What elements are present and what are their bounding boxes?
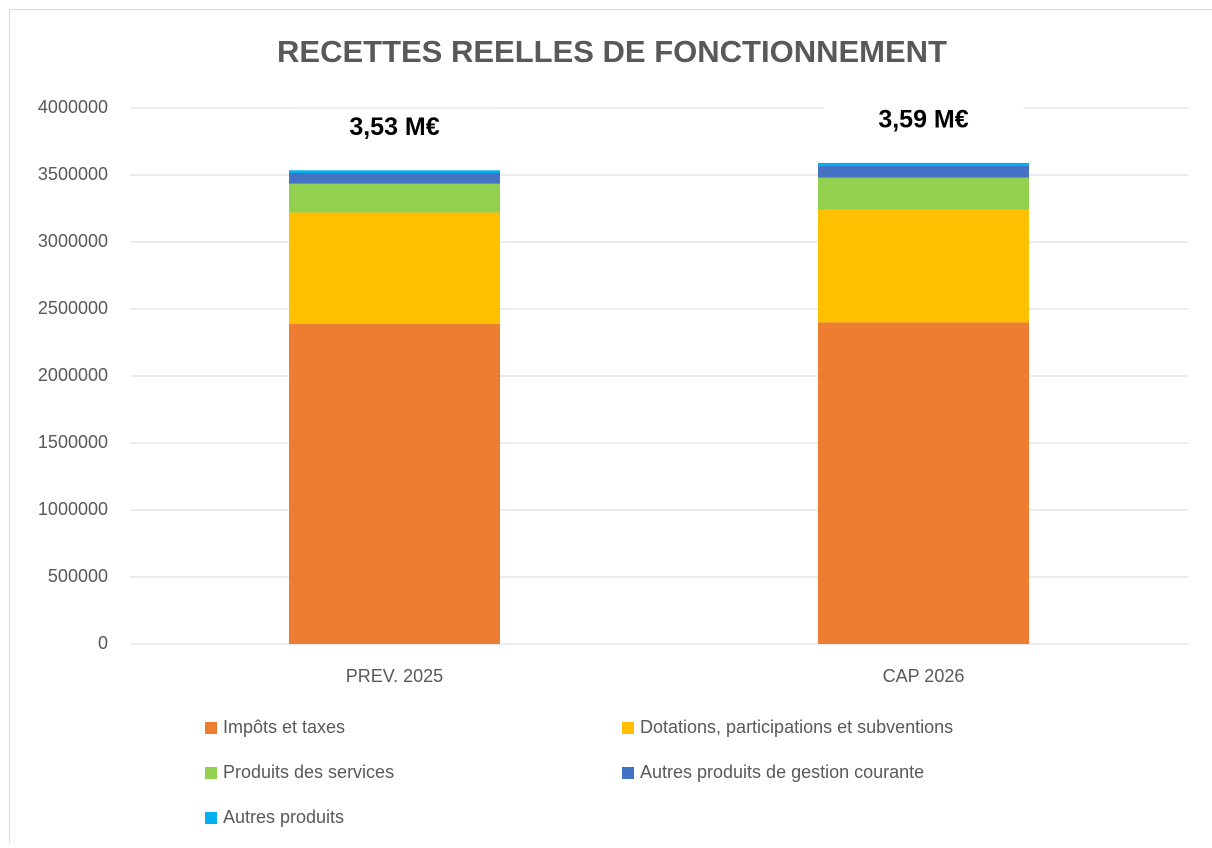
- bar-segment: [289, 324, 500, 644]
- legend-swatch: [622, 722, 634, 734]
- y-tick-label: 2000000: [38, 365, 108, 385]
- chart-border: [10, 10, 1212, 844]
- y-tick-label: 3500000: [38, 164, 108, 184]
- bar-segment: [818, 178, 1029, 210]
- legend-label: Produits des services: [223, 762, 394, 782]
- y-tick-label: 2500000: [38, 298, 108, 318]
- legend-label: Impôts et taxes: [223, 717, 345, 737]
- bar-segment: [818, 166, 1029, 178]
- y-tick-label: 500000: [48, 566, 108, 586]
- legend-swatch: [622, 767, 634, 779]
- bar-segment: [289, 184, 500, 213]
- bar-segment: [818, 163, 1029, 166]
- legend-label: Dotations, participations et subventions: [640, 717, 953, 737]
- bar-segment: [818, 322, 1029, 644]
- x-tick-label: PREV. 2025: [346, 666, 443, 686]
- legend-swatch: [205, 812, 217, 824]
- y-tick-label: 4000000: [38, 97, 108, 117]
- legend-swatch: [205, 722, 217, 734]
- bar-segment: [289, 173, 500, 184]
- y-tick-label: 3000000: [38, 231, 108, 251]
- bar-segment: [289, 170, 500, 173]
- bar-segment: [818, 210, 1029, 323]
- annotation: 3,53 M€: [349, 113, 439, 141]
- y-tick-label: 1000000: [38, 499, 108, 519]
- legend-label: Autres produits de gestion courante: [640, 762, 924, 782]
- chart-title: RECETTES REELLES DE FONCTIONNEMENT: [277, 34, 947, 69]
- x-tick-label: CAP 2026: [883, 666, 965, 686]
- legend-swatch: [205, 767, 217, 779]
- bar-segment: [289, 213, 500, 324]
- annotation: 3,59 M€: [878, 106, 968, 134]
- y-tick-label: 1500000: [38, 432, 108, 452]
- y-tick-label: 0: [98, 633, 108, 653]
- legend-label: Autres produits: [223, 807, 344, 827]
